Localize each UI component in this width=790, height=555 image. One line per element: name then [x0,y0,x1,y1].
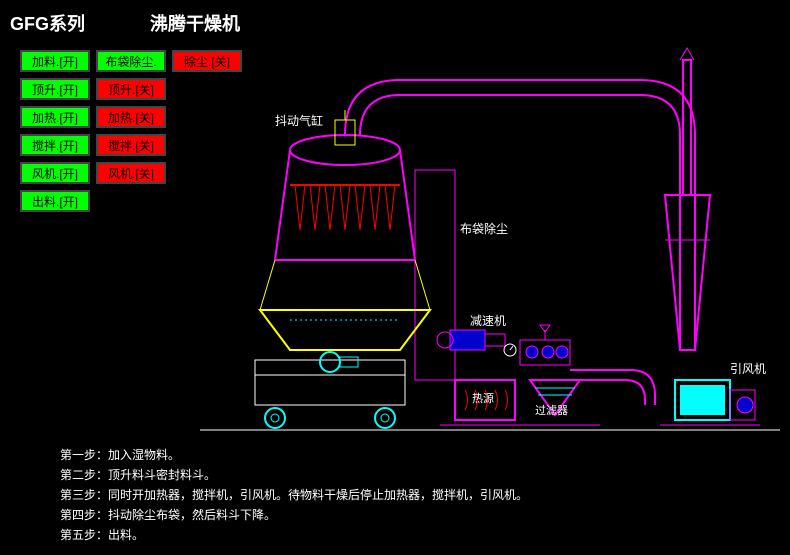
title-main: 沸腾干燥机 [150,14,240,34]
control-button[interactable]: 加热.[开] [20,106,90,128]
label-fan: 引风机 [730,360,766,377]
schematic-diagram: 抖动气缸 布袋除尘 减速机 热源 过滤器 引风机 [200,40,780,450]
step-line: 第三步：同时开加热器，搅拌机，引风机。待物料干燥后停止加热器，搅拌机，引风机。 [60,485,528,505]
control-button[interactable]: 搅拌.[关] [96,134,166,156]
step-line: 第一步：加入湿物料。 [60,445,528,465]
label-filter: 过滤器 [535,402,568,418]
control-button[interactable]: 出料.[开] [20,190,90,212]
steps-list: 第一步：加入湿物料。第二步：顶升料斗密封料斗。第三步：同时开加热器，搅拌机，引风… [60,445,528,545]
control-button[interactable]: 顶升.[开] [20,78,90,100]
step-line: 第五步：出料。 [60,525,528,545]
label-reducer: 减速机 [470,312,506,329]
control-button[interactable]: 风机.[关] [96,162,166,184]
control-button[interactable]: 加热.[关] [96,106,166,128]
step-line: 第四步：抖动除尘布袋，然后料斗下降。 [60,505,528,525]
title-series: GFG系列 [10,14,85,34]
control-button[interactable]: 顶升.[关] [96,78,166,100]
control-button[interactable]: 加料.[开] [20,50,90,72]
label-heat-source: 热源 [472,390,494,406]
control-button[interactable]: 风机.[开] [20,162,90,184]
control-button[interactable]: 布袋除尘.[开] [96,50,166,72]
label-bag-dust: 布袋除尘 [460,220,508,237]
control-button[interactable]: 搅拌.[开] [20,134,90,156]
step-line: 第二步：顶升料斗密封料斗。 [60,465,528,485]
label-shake-cylinder: 抖动气缸 [275,112,323,129]
